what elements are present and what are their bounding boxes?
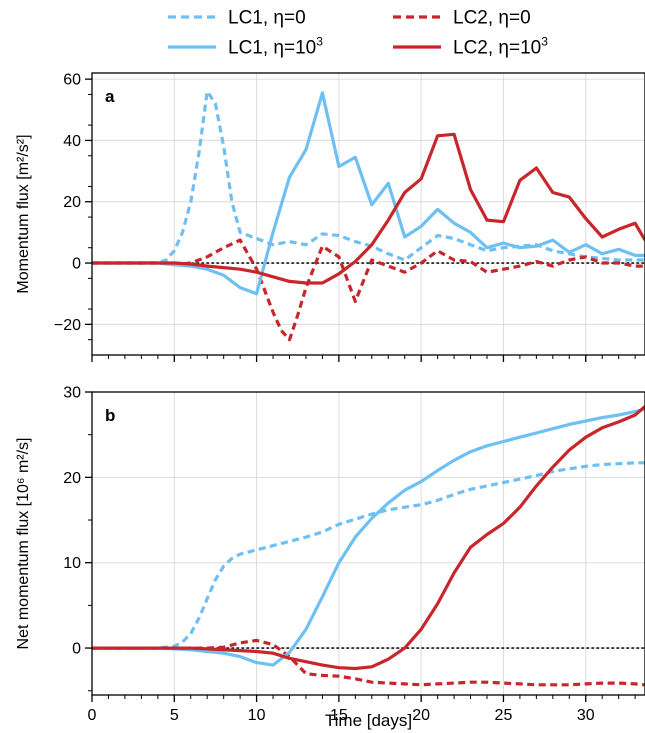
legend-label: LC1, η=0 [228,8,306,29]
series-a [92,89,645,342]
x-tick-label: 30 [577,707,595,724]
legend-label: LC1, η=103 [228,35,323,59]
series-line-lc1-10- [92,91,645,296]
y-axis-label-b: Net momentum flux [10⁶ m²/s] [15,438,32,650]
x-tick-label: 15 [330,707,348,724]
ticks-a: −20 0 20 40 60 [54,72,636,362]
axes-frame-a [91,72,645,356]
x-axis-label: Time [days] [325,711,412,730]
x-tick-label: 20 [412,707,430,724]
axes-frame-b [91,391,645,696]
x-tick-label: 10 [248,707,266,724]
y-tick-label: 0 [72,256,81,273]
ticks-b: 0 5 10 15 20 25 30 0 10 20 30 [63,385,636,724]
panel-a: −20 0 20 40 60 a Momentum flux [m²/s²] [15,72,645,362]
y-tick-label: 0 [72,641,81,658]
legend-label: LC2, η=0 [453,8,531,29]
series-line-lc1-0 [92,89,645,265]
y-tick-label: 30 [63,385,81,402]
legend: LC1, η=0 LC2, η=0 LC1, η=103 LC2, η=103 [168,8,548,59]
grid-a [91,73,645,355]
y-tick-label: 40 [63,133,81,150]
x-tick-label: 0 [88,707,97,724]
x-tick-label: 5 [170,707,179,724]
series-line-lc2-10- [92,405,645,671]
series-line-lc1-10- [92,407,645,667]
panel-b: 0 5 10 15 20 25 30 0 10 20 30 b Net momentum flux … [15,385,645,724]
panel-label-b: b [105,406,115,425]
y-tick-label: 20 [63,470,81,487]
y-tick-label: 20 [63,194,81,211]
legend-label: LC2, η=103 [453,35,548,59]
y-tick-label: 60 [63,72,81,89]
series-b [92,405,645,687]
series-line-lc2-10- [92,132,645,285]
series-line-lc1-0 [92,461,645,650]
y-axis-label-a: Momentum flux [m²/s²] [15,134,32,293]
y-tick-label: −20 [54,317,81,334]
x-tick-label: 25 [495,707,513,724]
y-tick-label: 10 [63,555,81,572]
panel-label-a: a [105,87,115,106]
